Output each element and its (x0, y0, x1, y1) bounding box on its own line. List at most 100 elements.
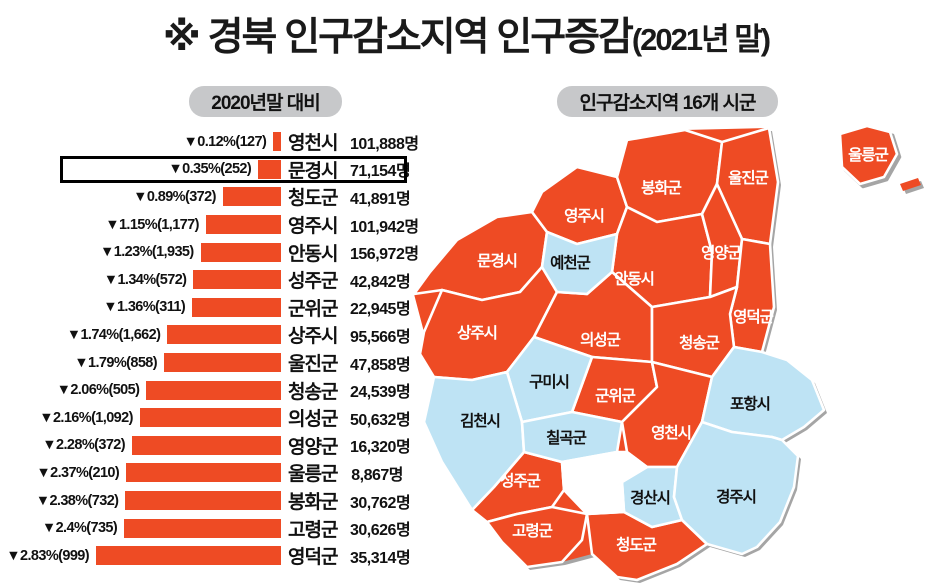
row-region-name: 고령군 (288, 519, 338, 541)
row-change-label: ▼2.16%(1,092) (39, 409, 133, 426)
bar-chart-header-wrap: 2020년말 대비 (8, 86, 403, 117)
row-bar-zone: ▼2.38%(732) (8, 491, 281, 511)
row-bar-zone: ▼1.34%(572) (8, 270, 281, 290)
row-change-label: ▼0.89%(372) (133, 188, 216, 205)
row-change-label: ▼1.23%(1,935) (100, 244, 194, 261)
decline-bar (167, 325, 281, 345)
map-region-gyeongju (672, 420, 799, 556)
map-region-label-uiseong: 의성군 (580, 331, 621, 349)
bar-chart-header-pill: 2020년말 대비 (189, 86, 342, 117)
chart-row: ▼1.79%(858) 울진군 47,858명 (8, 349, 411, 377)
map-region-label-yeongju: 영주시 (564, 207, 604, 225)
daegu-gap (560, 450, 648, 516)
row-population: 41,891명 (350, 190, 411, 208)
map-region-label-bonghwa: 봉화군 (641, 178, 682, 197)
map-region-label-cheongsong: 청송군 (679, 333, 720, 352)
map-region-label-goryeong: 고령군 (512, 521, 553, 540)
row-change-label: ▼2.37%(210) (36, 464, 120, 481)
chart-row: ▼2.06%(505) 청송군 24,539명 (8, 376, 411, 404)
decline-bar (205, 215, 281, 235)
row-change-label: ▼1.74%(1,662) (66, 326, 161, 343)
row-change-label: ▼0.35%(252) (168, 161, 252, 178)
map-region-yecheon (540, 230, 618, 296)
row-region-name: 영주시 (288, 216, 338, 238)
dokdo-islet (899, 178, 921, 191)
row-bar-zone: ▼0.89%(372) (8, 187, 281, 207)
row-region-name: 성주군 (288, 271, 338, 293)
row-bar-zone: ▼1.74%(1,662) (8, 325, 281, 345)
page-title: ※ 경북 인구감소지역 인구증감 (2021년 말) (0, 6, 932, 62)
map-region-label-gyeongju: 경주시 (716, 488, 756, 506)
map-region-label-yeongyang: 영양군 (701, 244, 742, 262)
decline-bar (139, 408, 281, 428)
map-region-label-gimcheon: 김천시 (460, 411, 500, 430)
decline-bar (146, 380, 281, 400)
row-population: 50,632명 (350, 411, 411, 429)
map-region-label-uljin: 울진군 (728, 169, 769, 187)
chart-row: ▼1.23%(1,935) 안동시 156,972명 (8, 238, 419, 266)
row-change-label: ▼1.34%(572) (103, 271, 187, 288)
row-population: 35,314명 (350, 549, 411, 567)
row-region-name: 청도군 (288, 188, 338, 210)
row-region-name: 봉화군 (288, 492, 338, 514)
row-region-name: 안동시 (288, 243, 338, 265)
row-bar-zone: ▼1.15%(1,177) (8, 215, 281, 235)
row-population: 30,626명 (350, 522, 411, 540)
map-region-label-pohang: 포항시 (730, 394, 770, 413)
row-bar-zone: ▼1.23%(1,935) (8, 242, 281, 262)
map-region-label-cheongdo: 청도군 (616, 535, 657, 554)
map-region-label-gunwi: 군위군 (595, 387, 636, 405)
map-region-label-yecheon: 예천군 (550, 254, 591, 272)
page-title-main: ※ 경북 인구감소지역 인구증감 (162, 16, 634, 59)
row-bar-zone: ▼2.37%(210) (8, 463, 281, 483)
chart-row: ▼0.89%(372) 청도군 41,891명 (8, 183, 411, 211)
row-bar-zone: ▼2.4%(735) (8, 518, 281, 538)
map-region-gimcheon (422, 370, 525, 512)
decline-bar (273, 132, 281, 152)
row-region-name: 상주시 (288, 326, 338, 348)
map-region-goryeong (485, 505, 588, 569)
row-region-name: 영덕군 (288, 547, 338, 569)
row-region-name: 울진군 (288, 354, 338, 376)
map-region-label-ulleung: 울릉군 (848, 146, 889, 164)
chart-row: ▼2.4%(735) 고령군 30,626명 (8, 514, 411, 542)
row-population: 42,842명 (350, 273, 411, 291)
decline-bar (126, 463, 281, 483)
row-change-label: ▼1.36%(311) (103, 299, 186, 316)
row-population: 95,566명 (350, 328, 411, 346)
row-bar-zone: ▼2.28%(372) (8, 435, 281, 455)
chart-row: ▼2.37%(210) 울릉군 8,867명 (8, 459, 404, 487)
row-region-name: 울릉군 (288, 464, 338, 486)
chart-row: ▼1.74%(1,662) 상주시 95,566명 (8, 321, 411, 349)
content: 2020년말 대비 ▼0.12%(127) 영천시 101,888명 ▼0.35%(2… (0, 86, 932, 584)
map-region-label-andong: 안동시 (614, 270, 654, 288)
row-population: 47,858명 (350, 356, 411, 374)
decline-bar (192, 297, 281, 317)
map-region-label-sangju: 상주시 (457, 324, 497, 342)
row-change-label: ▼2.4%(735) (41, 520, 118, 537)
decline-bar (164, 353, 281, 373)
row-population: 22,945명 (350, 301, 411, 319)
row-bar-zone: ▼1.79%(858) (8, 353, 281, 373)
row-region-name: 군위군 (288, 298, 338, 320)
map-region-label-yeongdeok: 영덕군 (733, 308, 774, 326)
row-bar-zone: ▼2.06%(505) (8, 380, 281, 400)
row-region-name: 영양군 (288, 436, 338, 458)
row-bar-zone: ▼0.35%(252) (8, 159, 281, 179)
row-population: 156,972명 (350, 246, 419, 264)
map-region-label-mungyeong: 문경시 (477, 252, 517, 270)
map-header-pill: 인구감소지역 16개 시군 (557, 86, 778, 117)
chart-row: ▼2.28%(372) 영양군 16,320명 (8, 432, 411, 460)
row-change-label: ▼2.28%(372) (42, 437, 125, 454)
row-region-name: 청송군 (288, 381, 338, 403)
row-region-name: 영천시 (288, 133, 338, 155)
decline-bar (193, 270, 281, 290)
row-population: 16,320명 (350, 439, 411, 457)
map-region-label-yeongcheon: 영천시 (651, 424, 691, 442)
bar-chart-rows: ▼0.12%(127) 영천시 101,888명 ▼0.35%(252) 문경시 71,1… (6, 128, 419, 570)
decline-bar (124, 518, 281, 538)
map-region-label-gumi: 구미시 (529, 373, 569, 391)
chart-row: ▼1.36%(311) 군위군 22,945명 (8, 294, 411, 322)
chart-row: ▼1.34%(572) 성주군 42,842명 (8, 266, 411, 294)
